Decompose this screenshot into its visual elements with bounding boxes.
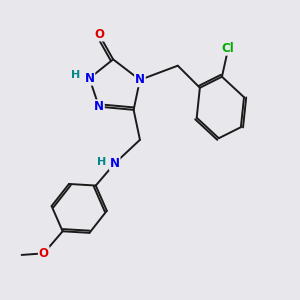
- Text: Cl: Cl: [222, 42, 235, 55]
- Text: H: H: [71, 70, 80, 80]
- Text: H: H: [97, 157, 106, 166]
- Text: N: N: [94, 100, 104, 113]
- Text: O: O: [39, 247, 49, 260]
- Text: N: N: [85, 72, 94, 85]
- Text: O: O: [94, 28, 104, 40]
- Text: N: N: [135, 74, 145, 86]
- Text: N: N: [110, 157, 120, 170]
